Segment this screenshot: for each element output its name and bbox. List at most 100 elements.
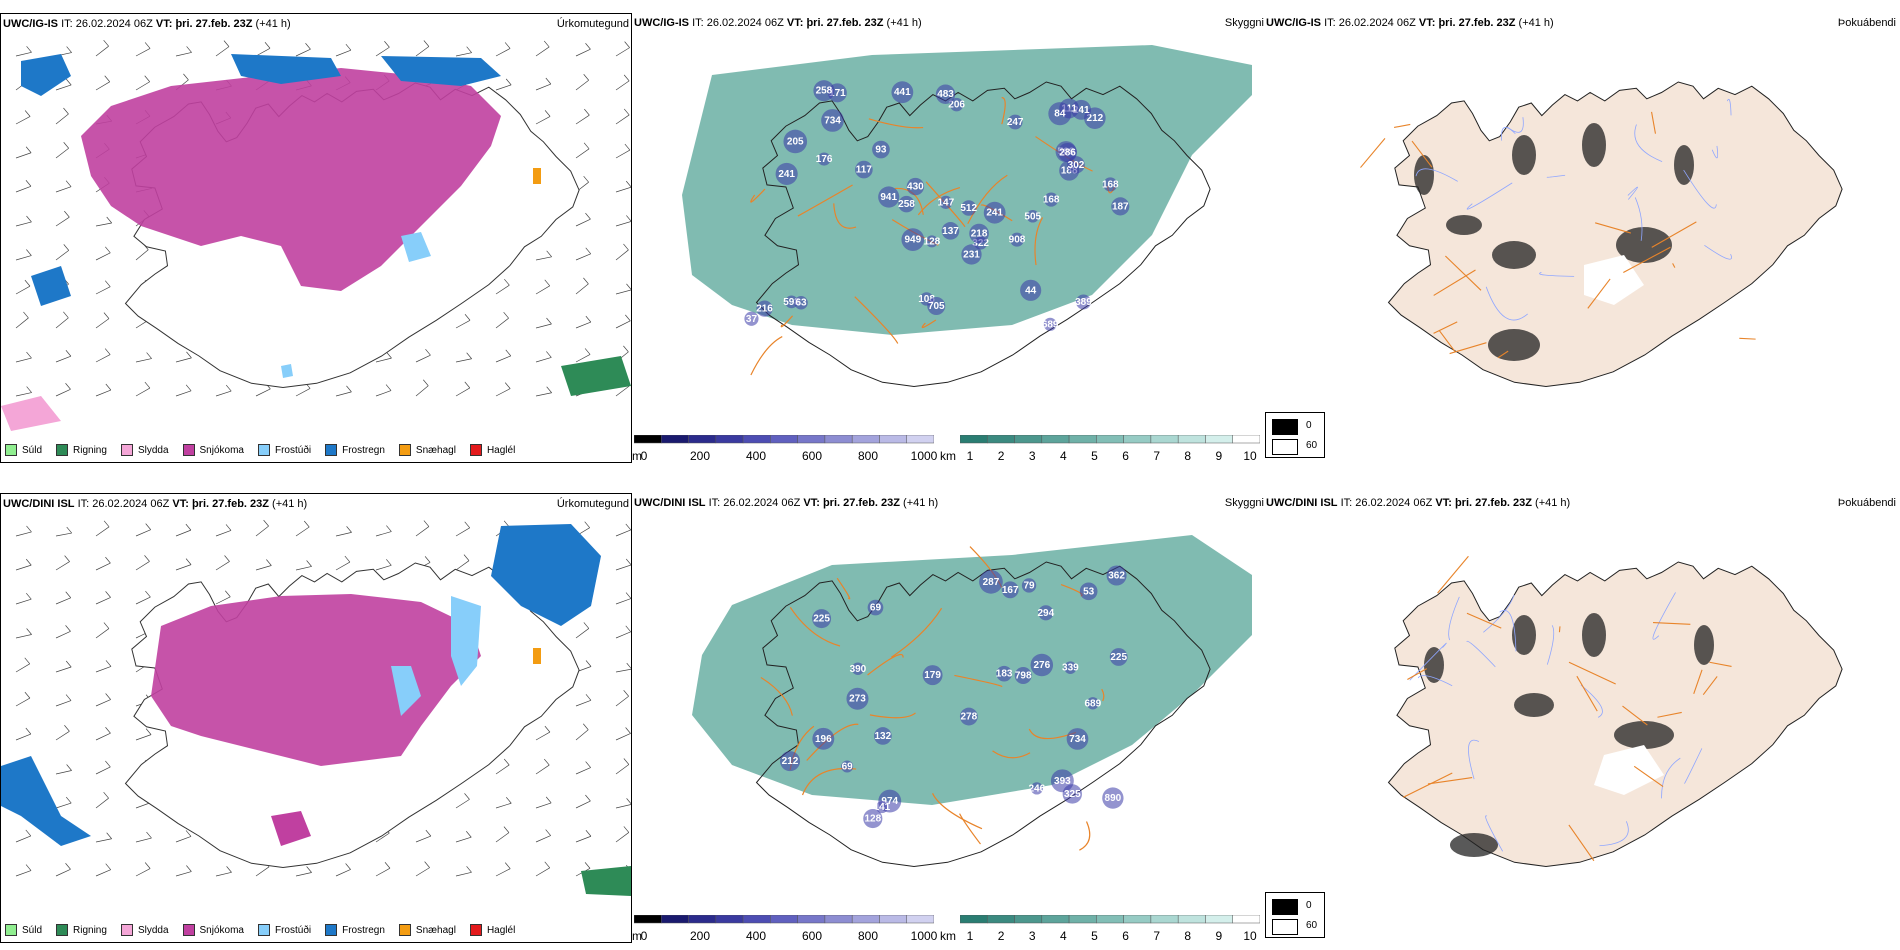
low-visibility-patch (1026, 210, 1039, 223)
road (1653, 622, 1691, 625)
fog-map-canvas[interactable] (1264, 515, 1894, 915)
wind-barb (15, 116, 31, 125)
wind-barb (55, 216, 70, 227)
wind-barb (55, 355, 72, 363)
cloud-base-unit: m (632, 449, 642, 463)
low-visibility-patch (1030, 782, 1043, 795)
wind-barb (55, 868, 71, 877)
colorbar-tick: 5 (1091, 449, 1098, 463)
snow-area (81, 68, 501, 291)
wind-barb (415, 385, 429, 397)
visibility-map-canvas[interactable]: 734 430 689 247 512 188 212 176 205 241 206 389 483 2… (632, 35, 1262, 435)
map-title: Úrkomutegund (556, 18, 629, 30)
visibility-value-label: 689 (1084, 698, 1101, 709)
wind-barb (455, 319, 471, 329)
low-visibility-patch (813, 80, 835, 102)
road (1672, 263, 1676, 268)
wind-barb (615, 289, 631, 295)
road (954, 674, 1003, 688)
wind-barb (335, 391, 352, 397)
wind-barb (455, 52, 472, 57)
road (1411, 140, 1433, 168)
model-name: UWC/IG-IS (3, 18, 58, 30)
wind-barb (15, 185, 32, 193)
wind-barb (95, 732, 111, 741)
legend-item-3: Snjókoma (182, 924, 244, 936)
legend-item-4: Frostúði (257, 444, 311, 456)
river (1483, 594, 1515, 633)
wind-barb (135, 387, 151, 397)
low-visibility-patch (1067, 156, 1085, 174)
colorbar-cell (987, 915, 1015, 924)
visibility-value-label: 430 (907, 182, 924, 193)
fog-patch (1446, 215, 1482, 235)
visibility-value-label: 167 (1002, 585, 1019, 596)
road (1360, 138, 1386, 168)
legend-swatch (182, 444, 195, 456)
wind-barb (575, 800, 591, 809)
visibility-value-label: 179 (924, 670, 941, 681)
precip-map-canvas[interactable] (1, 36, 631, 436)
wind-barb (455, 358, 472, 363)
colorbar-tick: 600 (801, 929, 823, 943)
fog-key-low-label: 60 (1306, 440, 1318, 451)
colorbar-cell (770, 435, 798, 444)
fog-map-canvas[interactable] (1264, 35, 1894, 435)
wind-barb (575, 321, 592, 329)
wind-barb (175, 871, 192, 877)
colorbar-cell (634, 915, 662, 924)
low-visibility-patch (959, 707, 978, 726)
legend-swatch (56, 924, 69, 936)
wind-barb (455, 560, 470, 571)
road (925, 181, 966, 228)
fog-patch (1694, 625, 1714, 665)
wind-barb (615, 832, 630, 843)
wind-barb (495, 84, 512, 91)
cloud-field (692, 535, 1252, 805)
wind-barb (615, 631, 631, 639)
legend-swatch (257, 444, 270, 456)
wind-barb (615, 733, 631, 741)
wind-barb (535, 357, 552, 363)
colorbar-tick: 1 (966, 929, 974, 943)
low-visibility-patch (949, 97, 964, 112)
wind-barb (215, 872, 232, 877)
fog-patch (1614, 721, 1674, 749)
low-visibility-patch (1109, 648, 1128, 666)
visibility-value-label: 231 (963, 249, 980, 260)
river (1726, 98, 1732, 116)
visibility-value-label: 168 (1102, 179, 1119, 190)
road (750, 336, 783, 376)
visibility-value-label: 390 (850, 664, 867, 675)
precip-type-map-igis: UWC/IG-IS IT: 26.02.2024 06Z VT: þri. 27… (0, 13, 632, 463)
legend-label: Snæhagl (415, 924, 456, 936)
freezing-drizzle-area (451, 596, 481, 686)
wind-barb (415, 526, 430, 537)
visibility-value-label: 302 (1068, 160, 1085, 171)
wind-barb (615, 320, 631, 329)
road (1402, 772, 1453, 798)
lead-time: (+41 h) (886, 17, 922, 29)
wind-barb (95, 797, 109, 809)
low-visibility-patch (817, 152, 831, 166)
init-time: 26.02.2024 06Z (1355, 497, 1433, 509)
visibility-map-canvas[interactable]: 390 974 246 734 212 689 183 393 294 890 276 287 225 1… (632, 515, 1262, 915)
low-visibility-patch (901, 228, 925, 251)
low-visibility-patch (1103, 177, 1118, 192)
wind-barb (55, 561, 70, 571)
wind-barb (55, 770, 72, 775)
low-visibility-patch (812, 609, 832, 629)
lead-time: (+41 h) (1535, 497, 1571, 509)
wind-barb (615, 529, 631, 537)
wind-barb (175, 357, 192, 363)
colorbar-tick: 0 (640, 449, 648, 463)
visibility-value-label: 168 (1043, 195, 1060, 206)
fog-patch (1582, 123, 1606, 167)
wind-barb (95, 81, 110, 91)
road (1622, 705, 1648, 726)
wind-barb (15, 255, 32, 261)
wind-barb (375, 390, 392, 397)
precip-map-canvas[interactable] (1, 516, 631, 916)
road (1587, 278, 1611, 309)
low-visibility-patch (775, 162, 798, 185)
